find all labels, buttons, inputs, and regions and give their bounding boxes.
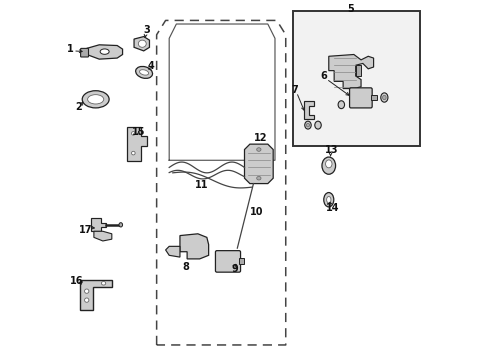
Bar (239, 258, 244, 264)
Ellipse shape (304, 121, 310, 129)
Polygon shape (86, 45, 122, 59)
Text: 1: 1 (67, 44, 74, 54)
Ellipse shape (87, 95, 103, 104)
Ellipse shape (119, 223, 122, 227)
Polygon shape (134, 37, 149, 51)
Text: 9: 9 (231, 264, 238, 274)
Text: 11: 11 (194, 180, 208, 190)
Text: 12: 12 (253, 133, 267, 143)
Polygon shape (180, 234, 208, 259)
Text: 17: 17 (79, 225, 93, 235)
Polygon shape (303, 101, 314, 119)
Ellipse shape (84, 298, 89, 302)
Polygon shape (328, 54, 373, 89)
Ellipse shape (314, 121, 321, 129)
Text: 8: 8 (182, 262, 188, 272)
Ellipse shape (306, 123, 309, 127)
Ellipse shape (131, 151, 135, 155)
Text: 2: 2 (75, 102, 82, 112)
Ellipse shape (100, 49, 109, 54)
Bar (355, 65, 360, 76)
Ellipse shape (139, 70, 148, 75)
Ellipse shape (323, 193, 333, 207)
FancyBboxPatch shape (81, 48, 88, 57)
Ellipse shape (382, 95, 386, 100)
Ellipse shape (256, 148, 261, 151)
Polygon shape (165, 246, 180, 257)
Polygon shape (80, 280, 112, 310)
Ellipse shape (325, 160, 331, 168)
Text: 7: 7 (291, 85, 298, 95)
Bar (370, 95, 376, 100)
Text: 16: 16 (70, 276, 83, 286)
Polygon shape (94, 231, 112, 241)
Text: 5: 5 (346, 4, 353, 14)
Text: 6: 6 (320, 71, 327, 81)
Ellipse shape (131, 132, 135, 135)
Ellipse shape (82, 91, 109, 108)
FancyBboxPatch shape (215, 251, 240, 272)
Ellipse shape (380, 93, 387, 102)
Text: 10: 10 (250, 207, 263, 217)
Polygon shape (91, 219, 106, 231)
Ellipse shape (337, 101, 344, 109)
FancyBboxPatch shape (349, 88, 371, 108)
Ellipse shape (326, 197, 330, 203)
Ellipse shape (135, 67, 152, 78)
Polygon shape (126, 127, 147, 161)
Bar (292, 12, 419, 146)
Text: 3: 3 (143, 26, 150, 35)
Ellipse shape (138, 40, 146, 47)
Text: 13: 13 (324, 145, 337, 155)
Text: 15: 15 (132, 127, 145, 136)
Ellipse shape (321, 157, 335, 174)
Text: 14: 14 (325, 203, 338, 213)
Polygon shape (244, 144, 273, 184)
Ellipse shape (101, 282, 105, 285)
Ellipse shape (256, 176, 261, 180)
Ellipse shape (84, 289, 89, 293)
Text: 4: 4 (147, 61, 154, 71)
